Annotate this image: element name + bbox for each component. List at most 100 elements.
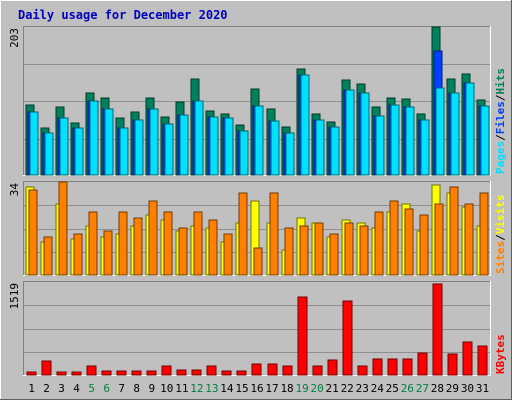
bar-kbytes-day-5	[86, 365, 97, 376]
bar-kbytes-day-6	[101, 370, 112, 376]
bar-kbytes-day-16	[251, 363, 262, 376]
bar-sites-day-13	[208, 219, 218, 276]
bar-pages-day-6	[104, 108, 114, 176]
bar-kbytes-day-4	[71, 371, 82, 376]
bar-kbytes-day-23	[357, 365, 368, 376]
bar-kbytes-day-31	[477, 345, 488, 376]
day-label-28: 28	[431, 382, 444, 395]
legend-entry-visits: Visits	[494, 195, 507, 235]
day-label-15: 15	[235, 382, 248, 395]
legend-entry-pages: Pages	[494, 141, 507, 174]
bar-kbytes-day-20	[312, 365, 323, 376]
legend-kbytes: KBytes	[494, 334, 507, 374]
bar-pages-day-13	[209, 116, 219, 176]
bar-pages-day-7	[119, 127, 129, 176]
bar-pages-day-2	[44, 132, 54, 176]
bar-sites-day-12	[193, 211, 203, 276]
day-label-26: 26	[401, 382, 414, 395]
bar-sites-day-19	[299, 225, 309, 276]
bar-pages-day-21	[330, 126, 340, 176]
bar-kbytes-day-11	[176, 369, 187, 376]
day-label-5: 5	[88, 382, 95, 395]
legend-separator: /	[494, 134, 507, 141]
bar-sites-day-3	[58, 181, 68, 276]
day-label-3: 3	[58, 382, 65, 395]
day-label-25: 25	[386, 382, 399, 395]
panel-visits-sites: 34 Sites/Visits	[8, 181, 507, 276]
bar-pages-day-22	[345, 89, 355, 176]
chart-title: Daily usage for December 2020	[18, 8, 228, 22]
day-label-16: 16	[250, 382, 263, 395]
day-label-18: 18	[280, 382, 293, 395]
bar-pages-day-27	[420, 119, 430, 176]
day-label-17: 17	[265, 382, 278, 395]
bar-kbytes-day-1	[26, 371, 37, 376]
bar-sites-day-17	[269, 192, 279, 276]
bar-kbytes-day-12	[191, 369, 202, 376]
bar-pages-day-10	[164, 123, 174, 176]
bar-pages-day-3	[59, 117, 69, 176]
bar-sites-day-7	[118, 211, 128, 276]
bar-pages-day-1	[29, 111, 39, 176]
bar-pages-day-26	[405, 106, 415, 176]
legend-separator: /	[494, 94, 507, 101]
bar-pages-day-15	[239, 130, 249, 176]
bar-pages-day-17	[270, 120, 280, 176]
day-label-14: 14	[220, 382, 234, 395]
day-label-20: 20	[311, 382, 324, 395]
bar-sites-day-10	[163, 211, 173, 276]
bar-pages-day-14	[224, 117, 234, 176]
bar-sites-day-28	[434, 203, 444, 276]
bar-sites-day-18	[284, 227, 294, 276]
day-label-30: 30	[461, 382, 474, 395]
bar-sites-day-22	[344, 222, 354, 276]
bar-kbytes-day-10	[161, 365, 172, 376]
day-label-29: 29	[446, 382, 459, 395]
day-label-11: 11	[175, 382, 188, 395]
bar-sites-day-15	[238, 192, 248, 276]
legend-entry-hits: Hits	[494, 68, 507, 95]
bar-sites-day-31	[479, 192, 489, 276]
bar-kbytes-day-3	[56, 371, 67, 376]
bar-kbytes-day-17	[267, 363, 278, 376]
day-label-7: 7	[118, 382, 125, 395]
day-label-13: 13	[205, 382, 218, 395]
bar-kbytes-day-27	[417, 352, 428, 376]
panel-plot-area	[23, 281, 491, 376]
bar-pages-day-16	[254, 105, 264, 176]
legend-entry-files: Files	[494, 101, 507, 134]
bar-sites-day-29	[449, 186, 459, 276]
day-label-8: 8	[133, 382, 140, 395]
bar-kbytes-day-28	[432, 283, 443, 376]
bar-sites-day-16	[253, 247, 263, 276]
bar-sites-day-14	[223, 233, 233, 276]
bar-sites-day-23	[359, 225, 369, 276]
bar-kbytes-day-9	[146, 370, 157, 376]
day-label-2: 2	[43, 382, 50, 395]
bar-kbytes-day-26	[402, 358, 413, 376]
bar-sites-day-30	[464, 203, 474, 276]
legend-visits-sites: Sites/Visits	[494, 195, 507, 275]
day-label-31: 31	[476, 382, 489, 395]
day-label-1: 1	[28, 382, 35, 395]
bar-pages-day-24	[375, 115, 385, 176]
day-label-23: 23	[356, 382, 369, 395]
bar-sites-day-5	[88, 211, 98, 276]
bar-sites-day-21	[329, 233, 339, 276]
bar-kbytes-day-29	[447, 353, 458, 376]
bar-sites-day-26	[404, 208, 414, 276]
bar-sites-day-2	[43, 236, 53, 276]
y-max-label: 203	[8, 28, 21, 48]
bar-kbytes-day-24	[372, 358, 383, 376]
bar-pages-day-9	[149, 108, 159, 176]
bar-pages-day-25	[390, 104, 400, 176]
panel-kbytes: 1519 KBytes	[8, 281, 507, 376]
day-label-22: 22	[341, 382, 354, 395]
bar-pages-day-4	[74, 127, 84, 176]
bar-kbytes-day-14	[221, 370, 232, 376]
bar-kbytes-day-22	[342, 300, 353, 376]
bar-pages-day-31	[480, 105, 490, 176]
bar-sites-day-9	[148, 200, 158, 276]
legend-entry-sites: Sites	[494, 241, 507, 274]
